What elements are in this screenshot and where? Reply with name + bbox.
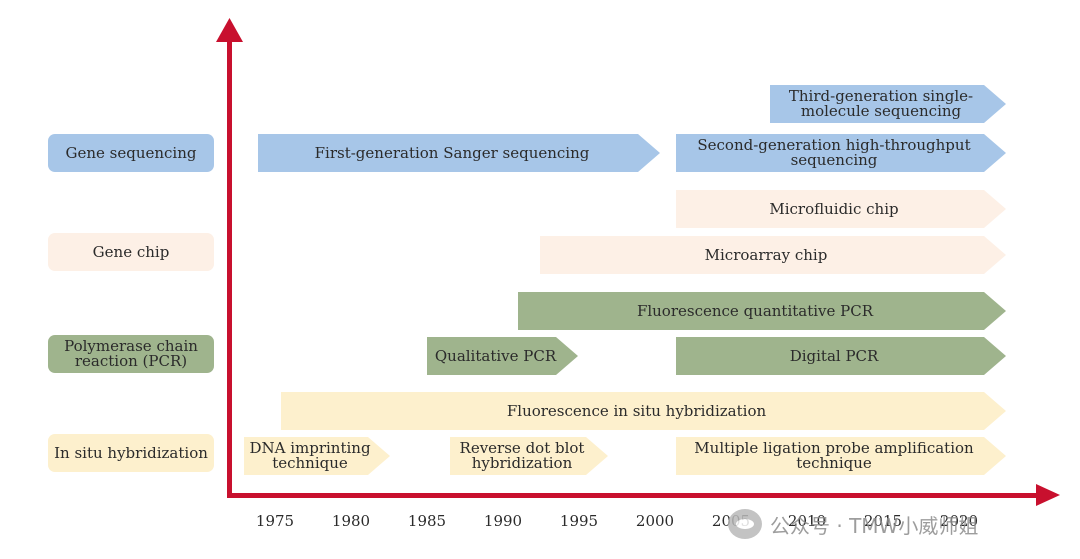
bar-label: First-generation Sanger sequencing: [314, 143, 590, 162]
bar-label: Fluorescence in situ hybridization: [506, 401, 767, 420]
y-axis-arrow-icon: [216, 18, 243, 42]
bar-label: Microfluidic chip: [769, 199, 899, 218]
bar-label: Third-generation single-molecule sequenc…: [788, 87, 974, 120]
bar-label: Fluorescence quantitative PCR: [636, 301, 874, 320]
x-axis-line: [227, 493, 1042, 498]
year-label: 2000: [635, 512, 675, 530]
year-label: 2020: [939, 512, 979, 530]
bar-reverse-dot-blot: Reverse dot blot hybridization: [450, 437, 608, 475]
year-label: 2015: [863, 512, 903, 530]
bar-label: DNA imprinting technique: [249, 439, 371, 472]
wechat-logo-icon: [728, 509, 762, 539]
year-label: 2010: [787, 512, 827, 530]
category-label: In situ hybridization: [54, 443, 208, 462]
bar-label: Microarray chip: [704, 245, 828, 264]
bar-microfluidic-chip: Microfluidic chip: [676, 190, 1006, 228]
year-label: 1975: [255, 512, 295, 530]
year-label: 1990: [483, 512, 523, 530]
watermark-text: 公众号 · TMW小威师姐: [770, 513, 979, 538]
watermark: 公众号 · TMW小威师姐: [728, 496, 1073, 552]
bar-label: Second-generation high-throughput sequen…: [697, 136, 971, 169]
category-in-situ-hybridization: In situ hybridization: [48, 434, 214, 472]
year-label: 1985: [407, 512, 447, 530]
bar-label: Multiple ligation probe amplification te…: [694, 439, 974, 472]
category-pcr: Polymerase chain reaction (PCR): [48, 335, 214, 373]
bar-label: Reverse dot blot hybridization: [459, 439, 585, 472]
bar-mlpa: Multiple ligation probe amplification te…: [676, 437, 1006, 475]
bar-third-generation-sequencing: Third-generation single-molecule sequenc…: [770, 85, 1006, 123]
category-label: Gene sequencing: [65, 143, 197, 162]
bar-qualitative-pcr: Qualitative PCR: [427, 337, 578, 375]
bar-dna-imprinting: DNA imprinting technique: [244, 437, 390, 475]
bar-label: Qualitative PCR: [434, 346, 557, 365]
y-axis-line: [227, 36, 232, 498]
bar-digital-pcr: Digital PCR: [676, 337, 1006, 375]
category-label: Gene chip: [92, 242, 170, 261]
category-gene-sequencing: Gene sequencing: [48, 134, 214, 172]
category-gene-chip: Gene chip: [48, 233, 214, 271]
bar-microarray-chip: Microarray chip: [540, 236, 1006, 274]
bar-fluorescence-quantitative-pcr: Fluorescence quantitative PCR: [518, 292, 1006, 330]
category-label: Polymerase chain reaction (PCR): [64, 337, 198, 370]
year-label: 1980: [331, 512, 371, 530]
bar-sanger-sequencing: First-generation Sanger sequencing: [258, 134, 660, 172]
year-label: 1995: [559, 512, 599, 530]
x-axis-arrow-icon: [1036, 484, 1060, 506]
bar-second-generation-sequencing: Second-generation high-throughput sequen…: [676, 134, 1006, 172]
bar-label: Digital PCR: [789, 346, 879, 365]
bar-fluorescence-in-situ-hybridization: Fluorescence in situ hybridization: [281, 392, 1006, 430]
